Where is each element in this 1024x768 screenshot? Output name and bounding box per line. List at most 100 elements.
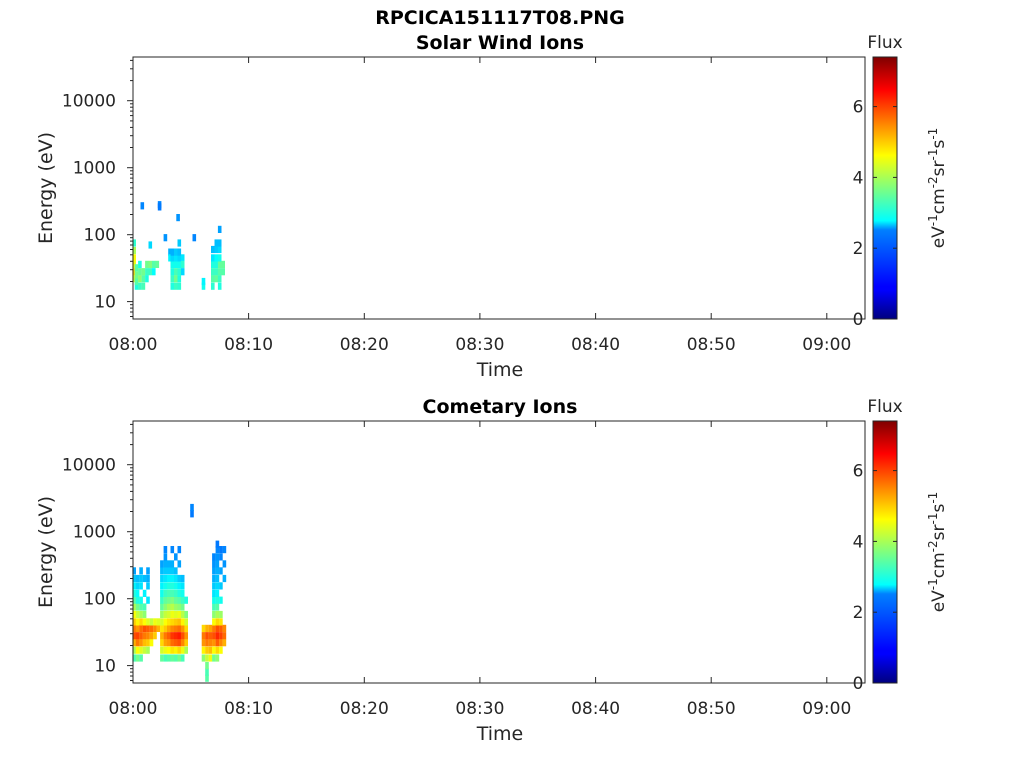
spectrogram-cell xyxy=(141,268,146,276)
spectrogram-cell xyxy=(160,639,164,647)
spectrogram-cell xyxy=(201,632,206,640)
panel-title: Cometary Ions xyxy=(423,396,578,418)
spectrogram-cell xyxy=(219,553,223,561)
spectrogram-cell xyxy=(134,271,139,279)
spectrogram-cell xyxy=(139,596,143,604)
spectrogram-cell xyxy=(222,639,227,647)
spectrogram-cell xyxy=(163,618,168,626)
spectrogram-cell xyxy=(156,624,161,632)
spectrogram-cell xyxy=(167,624,171,632)
spectrogram-cell xyxy=(160,582,164,590)
spectrogram-cell xyxy=(135,574,140,583)
y-tick-label: 10000 xyxy=(62,92,116,112)
spectrogram-cell xyxy=(132,246,136,255)
spectrogram-cell xyxy=(177,603,182,611)
spectrogram-cell xyxy=(177,254,182,262)
colorbar-tick-label: 0 xyxy=(853,674,864,694)
spectrogram-cell xyxy=(184,618,188,626)
spectrogram-cell xyxy=(135,639,140,647)
spectrogram-cell xyxy=(163,234,168,242)
spectrogram-cell xyxy=(146,618,150,626)
colorbar: Flux 0 2 4 6 eV-1cm-2sr-1s-1 xyxy=(853,397,949,694)
spectrogram-cell xyxy=(174,610,178,619)
spectrogram-cell xyxy=(219,624,223,632)
spectrogram-cell xyxy=(214,275,219,283)
spectrogram-cell xyxy=(215,624,220,632)
spectrogram-cell xyxy=(163,574,168,583)
spectrogram-cell xyxy=(156,618,161,626)
spectrogram-cell xyxy=(212,639,216,647)
spectrogram-cell xyxy=(211,268,215,276)
spectrogram-cell xyxy=(132,618,136,626)
spectrogram-cell xyxy=(215,589,220,597)
spectrogram-cell xyxy=(205,662,209,670)
spectrogram-cell xyxy=(132,596,136,604)
spectrogram-cell xyxy=(132,268,136,276)
y-tick-label: 10 xyxy=(94,293,116,313)
figure-title: RPCICA151117T08.PNG xyxy=(375,7,625,29)
spectrogram-cell xyxy=(212,632,216,640)
spectrogram-cell xyxy=(208,632,213,640)
spectrogram-cell xyxy=(167,567,171,575)
colorbar-tick-label: 0 xyxy=(853,310,864,330)
y-tick-label: 1000 xyxy=(73,523,116,543)
x-tick-label: 08:00 xyxy=(109,699,158,719)
spectrogram-cell xyxy=(217,245,222,254)
spectrogram-cell xyxy=(132,654,136,662)
spectrogram-cell xyxy=(170,589,175,597)
spectrogram-cell xyxy=(140,202,145,210)
spectrogram-cell xyxy=(163,567,168,575)
colorbar-gradient xyxy=(872,56,898,320)
spectrogram-cell xyxy=(177,582,182,590)
spectrogram-cell xyxy=(190,510,194,518)
spectrogram-cell xyxy=(146,646,150,654)
spectrogram-cell xyxy=(167,603,171,611)
spectrogram-cell xyxy=(132,254,136,262)
spectrogram-cell xyxy=(132,567,136,575)
x-tick-label: 08:10 xyxy=(224,335,273,355)
spectrogram-cell xyxy=(170,268,175,276)
spectrogram-cell xyxy=(170,546,175,554)
spectrogram-cell xyxy=(222,574,227,583)
spectrogram-cell xyxy=(177,282,182,290)
spectrogram-cell xyxy=(168,254,172,262)
spectrogram-cell xyxy=(167,589,171,597)
panel-title: Solar Wind Ions xyxy=(416,32,584,54)
spectrogram-cell xyxy=(139,567,143,575)
spectrogram-cell xyxy=(134,277,139,286)
spectrogram-cell xyxy=(135,610,140,619)
spectrogram-cell xyxy=(177,239,182,247)
spectrogram-cell xyxy=(174,624,178,632)
spectrogram-cell xyxy=(163,596,168,604)
spectrogram-cell xyxy=(177,268,182,276)
x-tick-label: 08:30 xyxy=(455,699,504,719)
spectrogram-cell xyxy=(167,632,171,640)
spectrogram-cell xyxy=(132,239,136,247)
spectrogram-cell xyxy=(146,624,150,632)
spectrogram-cell xyxy=(219,618,223,626)
spectrogram-cell xyxy=(138,268,142,276)
spectrogram-cell xyxy=(205,668,209,676)
spectrogram-cell xyxy=(167,596,171,604)
spectrogram-cell xyxy=(160,560,164,568)
plot-frame xyxy=(132,56,866,320)
spectrogram-cell xyxy=(139,654,143,662)
spectrogram-cell xyxy=(132,260,136,268)
spectrogram-cell xyxy=(174,248,178,256)
spectrogram-cell xyxy=(180,582,185,590)
spectrogram-cell xyxy=(212,618,216,626)
spectrogram-cell xyxy=(219,596,223,604)
x-tick-label: 08:10 xyxy=(224,699,273,719)
spectrogram-cell xyxy=(148,241,153,249)
spectrogram-cell xyxy=(212,654,216,662)
spectrogram-cell xyxy=(177,574,182,583)
y-axis-ticks: 10 100 1000 10000 xyxy=(62,423,133,681)
spectrogram-cell xyxy=(177,632,182,640)
spectrogram-cell xyxy=(208,624,213,632)
spectrogram-cell xyxy=(201,646,206,654)
spectrogram-cell xyxy=(222,560,227,568)
spectrogram-cell xyxy=(142,574,147,583)
spectrogram-cell xyxy=(153,624,157,632)
spectrogram-cell xyxy=(153,618,157,626)
x-tick-label: 09:00 xyxy=(802,699,851,719)
